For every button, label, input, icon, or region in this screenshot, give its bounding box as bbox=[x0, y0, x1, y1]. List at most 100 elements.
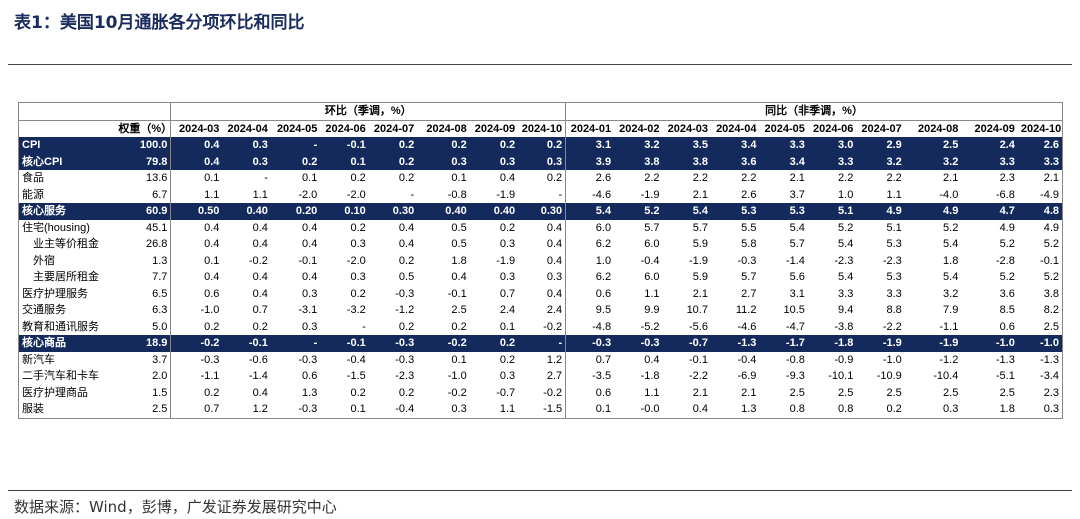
mom-value-cell: 0.2 bbox=[252, 320, 268, 333]
mom-value-cell: 1.1 bbox=[252, 188, 268, 201]
yoy-value-cell: 10.7 bbox=[686, 304, 708, 317]
yoy-value-cell: 4.9 bbox=[1017, 219, 1063, 236]
yoy-month-header: 2024-10 bbox=[1017, 120, 1063, 137]
mom-value-cell: -2.3 bbox=[395, 370, 415, 383]
yoy-value-cell: -1.0 bbox=[961, 335, 1018, 352]
mom-value-cell: 0.3 bbox=[518, 269, 567, 286]
yoy-value-cell: 5.2 bbox=[614, 203, 663, 220]
yoy-value-cell: -6.9 bbox=[737, 370, 757, 383]
yoy-value-cell: 8.8 bbox=[886, 304, 902, 317]
group-yoy-label: 同比（非季调，%） bbox=[565, 102, 1063, 121]
mom-value-cell: 0.30 bbox=[368, 203, 418, 220]
yoy-value-cell: -3.8 bbox=[834, 320, 854, 333]
mom-value-cell: 0.1 bbox=[499, 320, 516, 333]
yoy-value-cell: 5.2 bbox=[1017, 269, 1063, 286]
mom-value-cell: 0.3 bbox=[469, 153, 519, 170]
yoy-value-cell: -4.0 bbox=[939, 188, 959, 201]
mom-value-cell: 2.4 bbox=[499, 304, 516, 317]
mom-value-cell: 0.2 bbox=[518, 137, 567, 154]
mom-value-cell: 0.4 bbox=[451, 271, 467, 284]
yoy-value-cell: 2.6 bbox=[741, 188, 757, 201]
yoy-value-cell: 7.9 bbox=[943, 304, 959, 317]
row-weight: 13.6 bbox=[115, 170, 172, 187]
mom-value-cell: -1.0 bbox=[200, 304, 220, 317]
inflation-table: 环比（季调，%） 同比（非季调，%） 权重（%） 2024-03 2024-04 2… bbox=[17, 102, 1063, 419]
yoy-value-cell: 8.5 bbox=[999, 304, 1015, 317]
yoy-value-cell: 2.7 bbox=[741, 287, 757, 300]
mom-value-cell: 0.2 bbox=[204, 320, 220, 333]
mom-month-header: 2024-05 bbox=[276, 122, 318, 135]
yoy-value-cell: 5.2 bbox=[943, 221, 959, 234]
yoy-value-cell: 1.8 bbox=[943, 254, 959, 267]
mom-value-cell: 0.2 bbox=[499, 221, 516, 234]
mom-value-cell: -2.0 bbox=[346, 254, 366, 267]
mom-value-cell: 0.2 bbox=[469, 335, 519, 352]
yoy-value-cell: -5.1 bbox=[995, 370, 1015, 383]
mom-value-cell: -0.1 bbox=[320, 137, 369, 154]
yoy-value-cell: -2.3 bbox=[834, 254, 854, 267]
yoy-value-cell: 0.6 bbox=[595, 287, 612, 300]
row-label: 二手汽车和卡车 bbox=[18, 368, 116, 385]
mom-value-cell: 0.3 bbox=[302, 287, 318, 300]
yoy-value-cell: 3.8 bbox=[614, 153, 663, 170]
yoy-value-cell: 0.3 bbox=[904, 401, 962, 419]
group-mom-label: 环比（季调，%） bbox=[170, 102, 567, 121]
mom-value-cell: 0.2 bbox=[270, 153, 321, 170]
yoy-value-cell: 0.6 bbox=[595, 386, 612, 399]
yoy-value-cell: 0.3 bbox=[1017, 401, 1063, 419]
mom-value-cell: 0.4 bbox=[252, 221, 268, 234]
table-row: 二手汽车和卡车 2.0 -1.1 -1.4 0.6 -1.5 -2.3 -1.0 0.3 2.7 -… bbox=[18, 368, 1063, 385]
mom-value-cell: 0.4 bbox=[170, 153, 223, 170]
mom-value-cell: 0.2 bbox=[398, 320, 415, 333]
yoy-value-cell: 2.2 bbox=[644, 172, 660, 185]
mom-value-cell: 2.4 bbox=[518, 302, 567, 319]
yoy-value-cell: -2.8 bbox=[995, 254, 1015, 267]
mom-value-cell: 0.1 bbox=[302, 172, 318, 185]
table-row: 能源 6.7 1.1 1.1 -2.0 -2.0- -0.8 -1.9- -4.6 -1.9 2.1… bbox=[18, 186, 1063, 203]
yoy-month-header: 2024-02 bbox=[619, 122, 660, 135]
mom-value-cell: 0.4 bbox=[204, 221, 220, 234]
mom-value-cell: 0.1 bbox=[451, 353, 467, 366]
table-row: 主要居所租金 7.7 0.4 0.4 0.4 0.3 0.5 0.4 0.3 0.3 6.2 6.0 5… bbox=[18, 269, 1063, 286]
table-row: 医疗护理商品 1.5 0.2 0.4 1.3 0.2 0.2 -0.2 -0.7 -0.2 0.6 1… bbox=[18, 384, 1063, 401]
yoy-value-cell: -3.4 bbox=[1017, 368, 1063, 385]
yoy-value-cell: 4.9 bbox=[856, 203, 905, 220]
mom-value-cell: 0.2 bbox=[417, 137, 470, 154]
yoy-value-cell: -1.8 bbox=[807, 335, 857, 352]
mom-value-cell: 0.7 bbox=[170, 401, 223, 419]
yoy-value-cell: -0.9 bbox=[834, 353, 854, 366]
yoy-value-cell: 1.3 bbox=[710, 401, 760, 419]
mom-value-cell: 0.3 bbox=[350, 238, 366, 251]
row-weight: 6.7 bbox=[115, 186, 172, 203]
yoy-value-cell: -2.2 bbox=[689, 370, 708, 383]
row-weight: 6.3 bbox=[115, 302, 172, 319]
yoy-value-cell: -5.6 bbox=[689, 320, 708, 333]
yoy-value-cell: 6.0 bbox=[644, 271, 660, 284]
yoy-value-cell: -1.3 bbox=[1017, 351, 1063, 368]
yoy-month-header: 2024-03 bbox=[667, 122, 708, 135]
row-weight: 45.1 bbox=[115, 219, 172, 236]
mom-value-cell: -0.2 bbox=[518, 384, 567, 401]
mom-value-cell: -0.2 bbox=[447, 386, 467, 399]
yoy-value-cell: -1.0 bbox=[1017, 335, 1063, 352]
yoy-value-cell: 8.2 bbox=[1017, 302, 1063, 319]
mom-value-cell: 0.3 bbox=[417, 153, 470, 170]
yoy-value-cell: 5.7 bbox=[789, 238, 805, 251]
yoy-value-cell: 2.1 bbox=[692, 188, 708, 201]
table-row: 核心服务 60.9 0.50 0.40 0.20 0.10 0.30 0.40 0.40 0.30… bbox=[18, 203, 1063, 220]
yoy-value-cell: 5.4 bbox=[838, 271, 854, 284]
yoy-value-cell: 3.2 bbox=[904, 153, 962, 170]
mom-value-cell: -0.1 bbox=[320, 335, 369, 352]
mom-value-cell: 0.2 bbox=[499, 353, 516, 366]
mom-value-cell: -0.3 bbox=[395, 353, 415, 366]
mom-value-cell: 0.7 bbox=[499, 287, 516, 300]
mom-value-cell: 0.2 bbox=[398, 172, 415, 185]
yoy-value-cell: 2.5 bbox=[904, 137, 962, 154]
mom-value-cell: 0.2 bbox=[398, 386, 415, 399]
yoy-value-cell: 3.0 bbox=[807, 137, 857, 154]
row-weight: 79.8 bbox=[115, 153, 172, 170]
mom-value-cell: -0.3 bbox=[298, 353, 318, 366]
yoy-value-cell: -4.6 bbox=[737, 320, 757, 333]
yoy-value-cell: 3.3 bbox=[807, 153, 857, 170]
yoy-value-cell: 2.2 bbox=[886, 172, 902, 185]
